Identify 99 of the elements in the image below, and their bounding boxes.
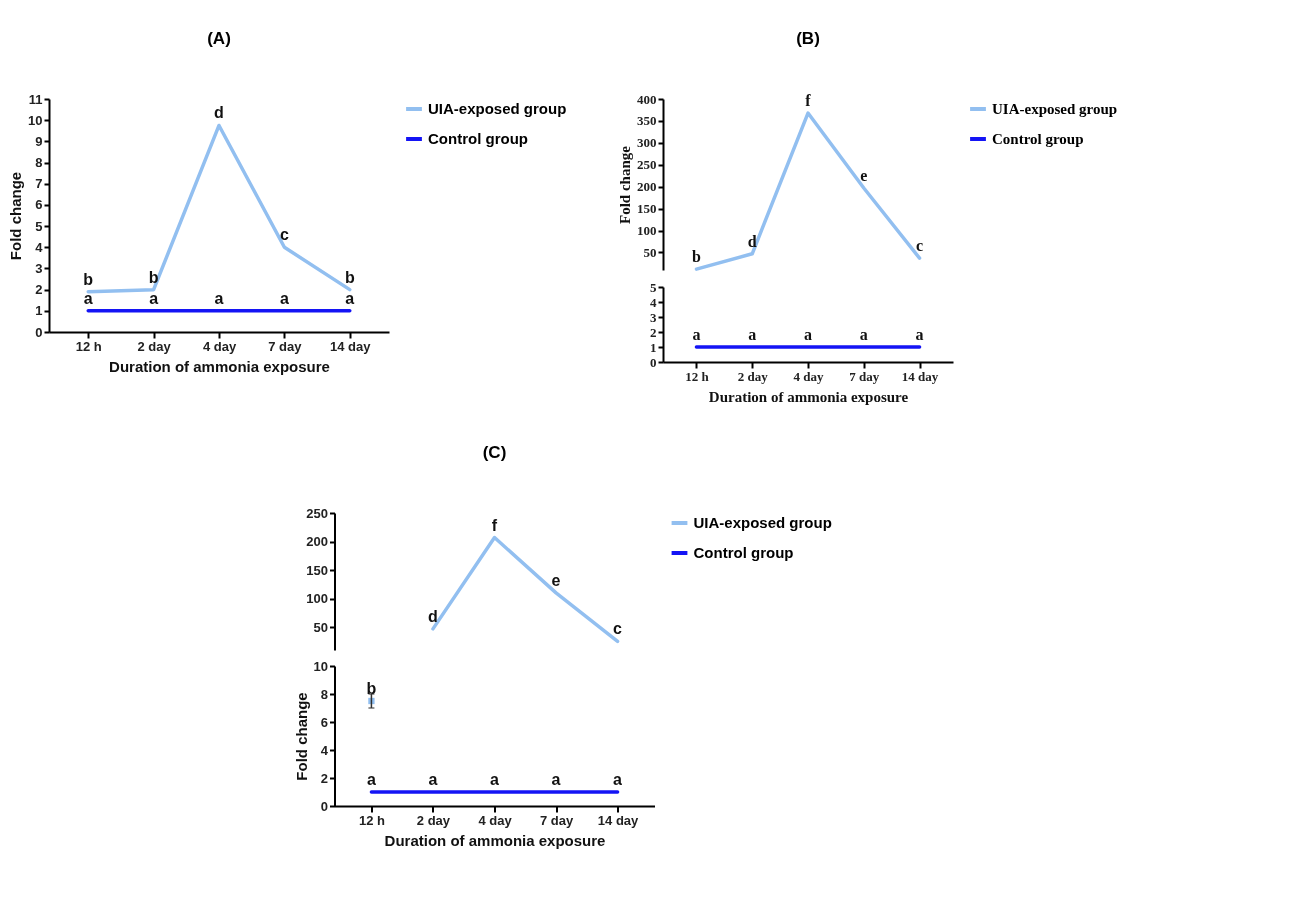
y-tick-label: 150 [637, 201, 657, 217]
y-tick-label: 100 [637, 223, 657, 239]
y-tick-label: 200 [306, 534, 328, 550]
y-tick-label: 2 [650, 324, 657, 340]
x-tick-label: 14 day [597, 812, 640, 828]
x-tick-label: 2 day [137, 338, 172, 354]
y-tick-label: 0 [320, 798, 328, 814]
annotation: b [83, 270, 94, 288]
line-series [694, 111, 922, 271]
chart-title: (A) [207, 29, 231, 48]
y-axis-title: Fold change [292, 692, 310, 781]
y-tick-label: 8 [35, 155, 43, 171]
y-tick-label: 7 [35, 176, 43, 192]
y-tick-label: 5 [35, 218, 43, 234]
x-tick-label: 7 day [539, 812, 574, 828]
annotation: c [613, 620, 623, 638]
annotation: a [279, 289, 289, 307]
x-tick-label: 12 h [75, 338, 102, 354]
y-tick-label: 6 [320, 714, 328, 730]
annotation: a [551, 771, 561, 788]
y-tick-label: 100 [306, 591, 328, 607]
legend-label: Control group [428, 130, 528, 147]
x-tick-label: 12 h [685, 368, 710, 384]
annotation: a [83, 289, 93, 307]
y-tick-label: 250 [306, 505, 328, 521]
y-tick-label: 0 [35, 324, 43, 340]
annotation: a [149, 289, 159, 307]
annotation: a [859, 326, 868, 343]
annotation: a [915, 326, 924, 343]
annotation: b [148, 268, 159, 286]
annotation: d [747, 232, 757, 250]
x-tick-label: 14 day [330, 338, 372, 354]
annotation: a [345, 289, 355, 307]
annotation: a [366, 771, 376, 788]
x-tick-label: 4 day [202, 338, 237, 354]
annotation: d [214, 104, 224, 122]
y-tick-label: 10 [28, 112, 43, 128]
annotation: a [692, 326, 701, 343]
y-tick-label: 4 [35, 239, 44, 255]
x-axis-title: Duration of ammonia exposure [708, 388, 909, 405]
annotation: e [860, 167, 868, 185]
line-series [86, 123, 352, 294]
x-tick-label: 2 day [416, 812, 451, 828]
y-tick-label: 3 [35, 260, 43, 276]
y-tick-label: 8 [320, 686, 328, 702]
annotation: a [428, 771, 438, 788]
y-tick-label: 300 [637, 135, 657, 151]
y-tick-label: 3 [650, 309, 657, 325]
x-axis-title: Duration of ammonia exposure [384, 831, 606, 849]
x-tick-label: 7 day [849, 368, 880, 384]
annotation: a [748, 326, 757, 343]
x-tick-label: 4 day [478, 812, 513, 828]
annotation: c [279, 226, 289, 244]
annotation: f [491, 516, 498, 534]
y-tick-label: 2 [320, 770, 328, 786]
y-tick-label: 4 [320, 742, 329, 758]
annotation: a [490, 771, 500, 788]
annotation: d [428, 607, 438, 625]
y-tick-label: 2 [35, 282, 43, 298]
chart-title: (C) [482, 443, 507, 462]
y-tick-label: 4 [650, 294, 657, 310]
legend-label: UIA-exposed group [428, 100, 567, 117]
y-tick-label: 0 [650, 354, 657, 370]
x-tick-label: 12 h [358, 812, 385, 828]
legend-label: Control group [693, 544, 794, 561]
x-tick-label: 14 day [901, 368, 939, 384]
y-tick-label: 150 [306, 562, 328, 578]
y-tick-label: 5 [650, 279, 657, 295]
y-tick-label: 10 [313, 658, 328, 674]
y-tick-label: 9 [35, 133, 43, 149]
y-tick-label: 250 [637, 157, 657, 173]
y-tick-label: 1 [650, 339, 657, 355]
y-tick-label: 200 [637, 179, 657, 195]
annotation: a [214, 289, 224, 307]
y-tick-label: 400 [637, 91, 657, 107]
annotation: a [804, 326, 812, 343]
chart-title: (B) [796, 29, 820, 48]
y-axis-title: Fold change [7, 171, 25, 261]
y-axis-title: Fold change [617, 145, 633, 224]
annotation: a [613, 771, 623, 788]
x-tick-label: 4 day [793, 368, 824, 384]
legend-label: Control group [992, 131, 1084, 147]
y-tick-label: 11 [28, 91, 43, 107]
y-tick-label: 1 [35, 303, 43, 319]
annotation: f [805, 92, 812, 110]
x-axis-title: Duration of ammonia exposure [109, 357, 330, 375]
annotation: b [692, 248, 702, 266]
legend-label: UIA-exposed group [693, 514, 832, 531]
legend-label: UIA-exposed group [992, 101, 1118, 117]
x-tick-label: 7 day [268, 338, 303, 354]
x-tick-label: 2 day [737, 368, 769, 384]
annotation: c [915, 237, 924, 255]
annotation: b [366, 680, 377, 697]
y-tick-label: 350 [637, 113, 657, 129]
y-tick-label: 50 [313, 619, 328, 635]
y-tick-label: 6 [35, 197, 43, 213]
y-tick-label: 50 [643, 244, 657, 260]
annotation: b [344, 268, 355, 286]
annotation: e [551, 571, 561, 589]
